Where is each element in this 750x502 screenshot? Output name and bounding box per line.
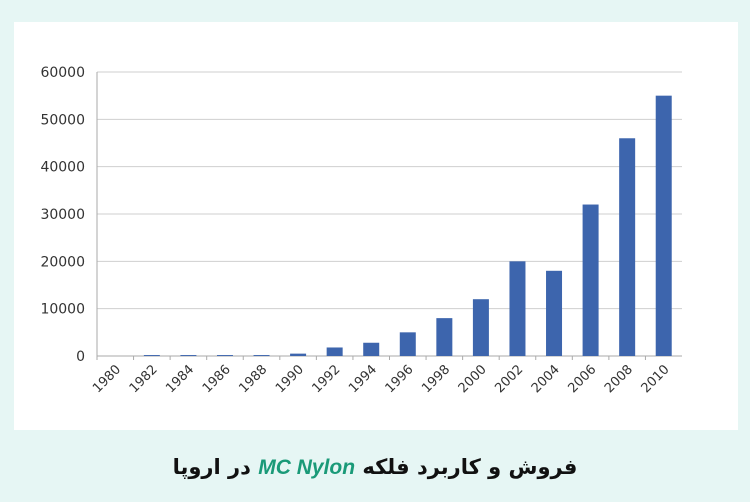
bar xyxy=(363,342,380,356)
bar xyxy=(436,318,453,356)
bar xyxy=(472,299,489,356)
chart-caption: فروش و کاربرد فلکه MC Nylon در اروپا xyxy=(0,455,750,480)
bar xyxy=(180,355,197,356)
bar xyxy=(143,355,160,356)
y-tick-label: 20000 xyxy=(40,254,85,270)
bar xyxy=(290,353,307,356)
x-tick-label: 1988 xyxy=(236,362,270,396)
y-tick-label: 0 xyxy=(76,349,85,365)
chart-panel xyxy=(14,22,738,430)
y-tick-label: 50000 xyxy=(40,112,85,128)
bar xyxy=(619,138,636,356)
y-tick-label: 40000 xyxy=(40,160,85,176)
bar xyxy=(216,355,233,356)
x-tick-label: 1996 xyxy=(383,362,417,396)
x-tick-label: 2008 xyxy=(602,362,636,396)
x-tick-label: 1986 xyxy=(200,362,234,396)
x-tick-label: 1980 xyxy=(90,362,124,396)
y-tick-label: 60000 xyxy=(40,65,85,81)
bar xyxy=(655,95,672,357)
x-tick-label: 2002 xyxy=(492,362,526,396)
x-tick-label: 2000 xyxy=(456,362,490,396)
caption-text-end: در اروپا xyxy=(172,455,251,479)
x-tick-label: 2006 xyxy=(565,362,599,396)
y-tick-label: 10000 xyxy=(40,302,85,318)
caption-text: فروش و کاربرد فلکه xyxy=(362,455,578,479)
bar xyxy=(399,332,416,356)
x-tick-label: 2010 xyxy=(639,362,673,396)
bar xyxy=(582,204,599,356)
x-tick-label: 1994 xyxy=(346,362,380,396)
y-tick-label: 30000 xyxy=(40,207,85,223)
bar xyxy=(509,261,526,356)
bar xyxy=(546,270,563,356)
x-tick-label: 1990 xyxy=(273,362,307,396)
x-tick-label: 1984 xyxy=(163,362,197,396)
x-tick-label: 1998 xyxy=(419,362,453,396)
x-tick-label: 1982 xyxy=(127,362,161,396)
x-tick-label: 2004 xyxy=(529,362,563,396)
bar xyxy=(253,355,270,356)
caption-brand: MC Nylon xyxy=(258,456,356,479)
bar xyxy=(326,347,343,356)
x-tick-label: 1992 xyxy=(309,362,343,396)
